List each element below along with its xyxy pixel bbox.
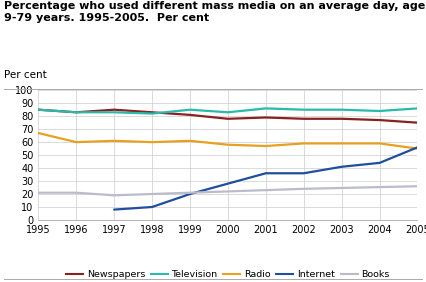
Internet	[150, 205, 155, 209]
Television	[263, 107, 268, 110]
Radio	[225, 143, 230, 146]
Books	[36, 191, 41, 194]
Internet	[112, 208, 117, 211]
Legend: Newspapers, Television, Radio, Internet, Books: Newspapers, Television, Radio, Internet,…	[62, 266, 394, 282]
Internet	[225, 182, 230, 185]
Line: Books: Books	[38, 186, 417, 195]
Television	[301, 108, 306, 111]
Newspapers	[339, 117, 344, 120]
Newspapers	[36, 108, 41, 111]
Television	[36, 108, 41, 111]
Radio	[150, 140, 155, 144]
Line: Internet: Internet	[114, 147, 417, 210]
Newspapers	[112, 108, 117, 111]
Newspapers	[150, 111, 155, 114]
Television	[112, 111, 117, 114]
Internet	[187, 192, 193, 196]
Radio	[36, 131, 41, 135]
Newspapers	[415, 121, 420, 124]
Line: Newspapers: Newspapers	[38, 110, 417, 123]
Newspapers	[301, 117, 306, 120]
Books	[112, 194, 117, 197]
Text: Per cent: Per cent	[4, 70, 47, 80]
Television	[415, 107, 420, 110]
Television	[187, 108, 193, 111]
Radio	[377, 142, 382, 145]
Television	[74, 111, 79, 114]
Television	[377, 109, 382, 113]
Internet	[415, 146, 420, 149]
Newspapers	[263, 116, 268, 119]
Television	[339, 108, 344, 111]
Internet	[263, 171, 268, 175]
Books	[263, 188, 268, 192]
Radio	[301, 142, 306, 145]
Line: Radio: Radio	[38, 133, 417, 149]
Line: Television: Television	[38, 108, 417, 114]
Television	[225, 111, 230, 114]
Radio	[112, 139, 117, 142]
Books	[415, 184, 420, 188]
Radio	[339, 142, 344, 145]
Radio	[74, 140, 79, 144]
Newspapers	[74, 111, 79, 114]
Newspapers	[187, 113, 193, 116]
Radio	[415, 147, 420, 150]
Books	[225, 190, 230, 193]
Television	[150, 112, 155, 115]
Newspapers	[225, 117, 230, 120]
Books	[74, 191, 79, 194]
Newspapers	[377, 118, 382, 122]
Radio	[263, 144, 268, 148]
Internet	[377, 161, 382, 165]
Radio	[187, 139, 193, 142]
Text: Percentage who used different mass media on an average day, age
9-79 years. 1995: Percentage who used different mass media…	[4, 1, 426, 23]
Books	[301, 187, 306, 191]
Internet	[339, 165, 344, 168]
Internet	[301, 171, 306, 175]
